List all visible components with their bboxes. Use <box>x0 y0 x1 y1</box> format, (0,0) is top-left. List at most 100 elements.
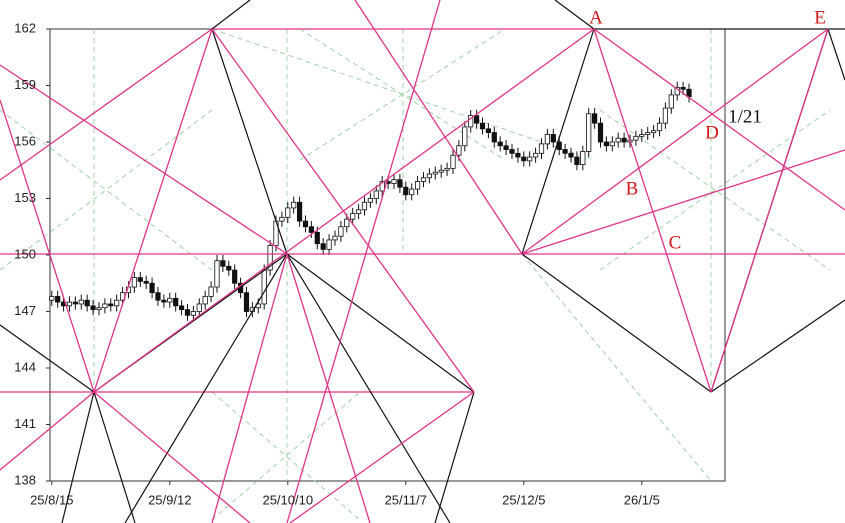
overlay-line <box>521 149 845 255</box>
candle-body <box>108 303 114 307</box>
candle-body <box>49 296 55 301</box>
guide-line <box>211 28 595 161</box>
candle-body <box>456 145 462 156</box>
overlay-line <box>211 28 475 393</box>
candle-body <box>609 141 615 147</box>
candle-body <box>90 305 96 311</box>
y-tick-label: 150 <box>14 246 36 261</box>
candle-body <box>279 216 285 222</box>
y-tick-label: 156 <box>14 133 36 148</box>
overlay-line <box>286 0 441 523</box>
candle-body <box>361 201 368 211</box>
candle-body <box>680 86 686 90</box>
candle-body <box>167 297 173 303</box>
candle-body <box>202 296 208 305</box>
candle-body <box>586 113 592 152</box>
candle-body <box>184 309 191 316</box>
candle-body <box>143 280 149 284</box>
candle-body <box>66 301 73 307</box>
candle-body <box>232 269 238 284</box>
candle-body <box>656 122 663 132</box>
y-tick-label: 162 <box>14 20 36 35</box>
candle-body <box>302 220 309 228</box>
point-label: B <box>626 178 639 199</box>
candle-body <box>96 307 102 311</box>
overlay-line <box>0 64 288 255</box>
candle-body <box>285 207 291 218</box>
candle-body <box>485 128 491 133</box>
candle-body <box>190 311 196 316</box>
candle-body <box>574 156 580 165</box>
candle-body <box>444 167 450 171</box>
overlay-line <box>124 253 288 523</box>
overlay-line <box>593 28 712 393</box>
candle-body <box>580 151 586 166</box>
candle-body <box>214 260 220 288</box>
plot-frame <box>49 28 726 482</box>
point-label: E <box>814 7 826 28</box>
candle-body <box>391 179 397 184</box>
candle-body <box>503 145 509 150</box>
candle-body <box>72 301 78 305</box>
y-tick-label: 147 <box>14 303 36 318</box>
candle-body <box>527 156 533 162</box>
candle-body <box>615 137 621 143</box>
guide-line <box>211 391 361 521</box>
candle-body <box>521 156 527 162</box>
candle-body <box>450 154 456 169</box>
candle-body <box>78 299 84 305</box>
candle-body <box>344 218 350 228</box>
candle-body <box>414 181 421 190</box>
candle-body <box>149 282 155 294</box>
overlay-line <box>554 0 595 30</box>
x-tick-label: 25/10/10 <box>262 492 313 507</box>
candle-body <box>550 134 556 143</box>
candle-body <box>243 292 250 312</box>
candle-body <box>320 243 326 250</box>
overlay-line <box>521 28 595 255</box>
overlay-line <box>0 99 95 393</box>
overlay-line <box>521 253 712 393</box>
candle-body <box>350 213 356 220</box>
candle-body <box>308 226 314 233</box>
overlay-line <box>710 299 845 393</box>
candle-body <box>208 286 214 297</box>
candle-body <box>55 296 61 303</box>
candle-body <box>497 141 503 147</box>
candle-body <box>544 134 550 145</box>
candle-body <box>314 231 320 245</box>
candle-body <box>373 190 379 199</box>
candle-body <box>538 143 545 154</box>
candle-body <box>603 141 610 147</box>
candle-body <box>532 152 539 158</box>
candle-body <box>131 277 137 288</box>
candle-body <box>662 107 669 124</box>
overlay-line <box>0 28 213 181</box>
candle-body <box>468 115 474 128</box>
candle-body <box>155 292 161 301</box>
candle-body <box>291 201 297 209</box>
candle-body <box>426 173 432 179</box>
candle-body <box>379 181 385 192</box>
candle-body <box>102 303 108 309</box>
candle-body <box>509 149 515 154</box>
candle-body <box>568 152 574 158</box>
overlay-line <box>286 253 475 393</box>
overlay-line <box>0 391 95 471</box>
overlay-line <box>827 28 845 81</box>
candle-body <box>332 235 338 241</box>
candle-body <box>338 226 344 237</box>
overlay-line <box>211 253 288 523</box>
overlay-line <box>286 253 451 523</box>
candles <box>49 81 692 321</box>
date-label: 1/21 <box>728 106 762 127</box>
y-tick-label: 153 <box>14 190 36 205</box>
candle-body <box>668 94 674 109</box>
fan-guides <box>0 28 831 521</box>
candle-body <box>367 198 373 203</box>
candle-body <box>621 137 627 143</box>
candle-body <box>473 115 480 124</box>
overlay-line <box>710 28 829 393</box>
